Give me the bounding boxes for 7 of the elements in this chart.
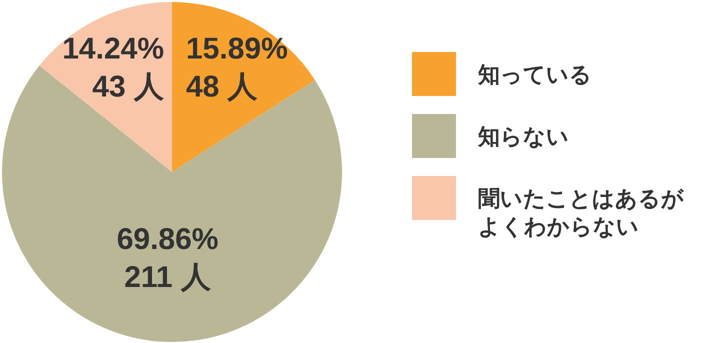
data-label: 15.89% 48 人 (186, 32, 288, 104)
pie-slice (2, 66, 342, 342)
legend-label: 聞いたことはあるがよくわからない (478, 187, 684, 240)
legend-label: 知らない (477, 125, 569, 150)
data-label: 14.24% 43 人 (62, 32, 165, 104)
legend-label: 知っている (477, 63, 592, 88)
data-label: 69.86% 211 人 (116, 222, 218, 294)
